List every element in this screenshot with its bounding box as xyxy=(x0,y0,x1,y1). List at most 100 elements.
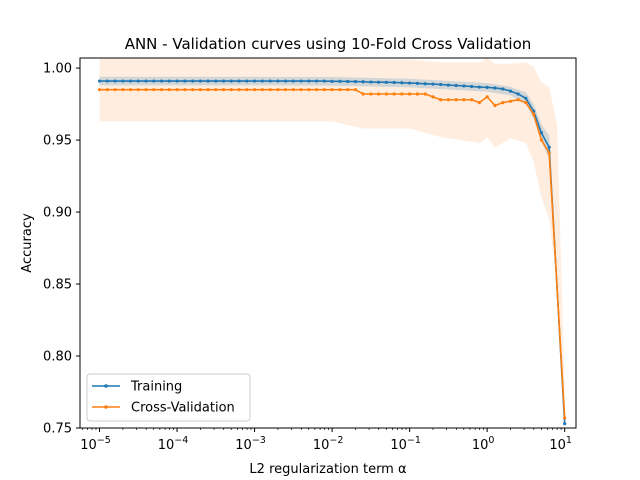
point-training-18 xyxy=(237,79,241,83)
point-cross-validation-1 xyxy=(105,88,109,92)
x-tick-label-1: 10−4 xyxy=(158,435,189,453)
point-training-29 xyxy=(322,79,326,83)
point-cross-validation-12 xyxy=(191,88,195,92)
series-lines xyxy=(97,79,567,426)
point-training-21 xyxy=(260,79,264,83)
point-training-7 xyxy=(152,79,156,83)
point-training-11 xyxy=(183,79,187,83)
point-training-40 xyxy=(408,81,412,85)
point-cross-validation-3 xyxy=(121,88,125,92)
point-training-47 xyxy=(462,84,466,88)
point-cross-validation-10 xyxy=(175,88,179,92)
point-training-54 xyxy=(516,92,520,96)
point-cross-validation-55 xyxy=(524,101,528,105)
point-training-52 xyxy=(501,87,505,91)
point-training-51 xyxy=(493,86,497,90)
y-tick-label-3: 0.90 xyxy=(43,206,72,221)
legend-marker-training xyxy=(104,384,108,388)
point-cross-validation-8 xyxy=(159,88,164,92)
point-cross-validation-15 xyxy=(214,88,218,92)
point-training-28 xyxy=(314,79,319,83)
point-training-55 xyxy=(524,96,528,100)
point-training-0 xyxy=(97,79,102,83)
point-cross-validation-44 xyxy=(439,98,443,102)
x-tick-label-4: 10−1 xyxy=(390,435,421,453)
point-training-22 xyxy=(268,79,272,83)
point-training-44 xyxy=(439,82,443,87)
point-training-39 xyxy=(400,81,404,85)
point-training-13 xyxy=(198,79,202,83)
point-training-26 xyxy=(299,79,303,83)
point-training-3 xyxy=(121,79,125,83)
point-training-35 xyxy=(369,80,373,84)
legend-marker-cross-validation xyxy=(104,405,108,409)
point-training-53 xyxy=(508,89,513,93)
x-tick-label-6: 101 xyxy=(549,435,572,453)
point-cross-validation-26 xyxy=(299,88,303,92)
point-training-48 xyxy=(470,84,474,89)
point-cross-validation-56 xyxy=(532,112,536,116)
point-cross-validation-30 xyxy=(330,88,334,92)
point-training-27 xyxy=(307,79,311,83)
point-cross-validation-9 xyxy=(167,88,171,92)
point-cross-validation-46 xyxy=(454,98,458,102)
y-tick-label-0: 0.75 xyxy=(43,422,72,437)
point-cross-validation-20 xyxy=(252,88,257,92)
x-tick-label-5: 100 xyxy=(472,435,495,453)
point-training-37 xyxy=(384,80,388,84)
point-training-42 xyxy=(423,82,427,86)
point-training-1 xyxy=(105,79,109,83)
point-cross-validation-37 xyxy=(384,92,388,96)
point-training-30 xyxy=(330,79,334,83)
point-cross-validation-41 xyxy=(415,92,419,96)
point-cross-validation-24 xyxy=(283,88,288,92)
point-training-8 xyxy=(159,79,164,83)
point-cross-validation-25 xyxy=(291,88,295,92)
point-cross-validation-40 xyxy=(408,92,412,96)
point-training-2 xyxy=(113,79,117,83)
point-cross-validation-39 xyxy=(400,92,404,96)
point-cross-validation-58 xyxy=(547,151,551,155)
point-cross-validation-28 xyxy=(314,88,319,92)
point-cross-validation-47 xyxy=(462,98,466,102)
point-training-16 xyxy=(221,79,226,83)
x-tick-label-0: 10−5 xyxy=(80,435,111,453)
point-cross-validation-31 xyxy=(338,88,342,92)
legend-box xyxy=(86,373,251,422)
point-cross-validation-18 xyxy=(237,88,241,92)
point-cross-validation-35 xyxy=(369,92,373,96)
point-training-50 xyxy=(485,85,489,89)
point-cross-validation-38 xyxy=(392,92,396,96)
point-cross-validation-45 xyxy=(446,98,450,102)
point-cross-validation-33 xyxy=(353,88,358,92)
point-cross-validation-57 xyxy=(539,138,544,142)
point-cross-validation-4 xyxy=(128,88,133,92)
point-training-59 xyxy=(563,422,567,426)
point-training-23 xyxy=(276,79,280,83)
point-cross-validation-16 xyxy=(221,88,226,92)
point-training-14 xyxy=(206,79,210,83)
point-training-5 xyxy=(136,79,140,83)
point-cross-validation-6 xyxy=(144,88,148,92)
point-cross-validation-32 xyxy=(346,88,350,92)
point-training-12 xyxy=(191,79,195,83)
point-cross-validation-43 xyxy=(431,95,435,99)
y-tick-label-5: 1.00 xyxy=(43,62,72,77)
point-training-36 xyxy=(377,80,381,84)
y-axis: 0.75 0.80 0.85 0.90 0.95 1.00 xyxy=(43,62,80,437)
point-cross-validation-13 xyxy=(198,88,202,92)
point-cross-validation-14 xyxy=(206,88,210,92)
point-training-45 xyxy=(446,83,450,87)
point-training-10 xyxy=(175,79,179,83)
x-tick-label-3: 10−2 xyxy=(313,435,344,453)
plot-area-frame xyxy=(79,57,577,429)
point-cross-validation-11 xyxy=(183,88,187,92)
point-training-38 xyxy=(392,80,396,85)
point-cross-validation-22 xyxy=(268,88,272,92)
point-cross-validation-48 xyxy=(470,98,474,102)
y-axis-title: Accuracy xyxy=(20,213,35,273)
point-cross-validation-52 xyxy=(501,101,505,105)
point-cross-validation-49 xyxy=(477,101,481,105)
